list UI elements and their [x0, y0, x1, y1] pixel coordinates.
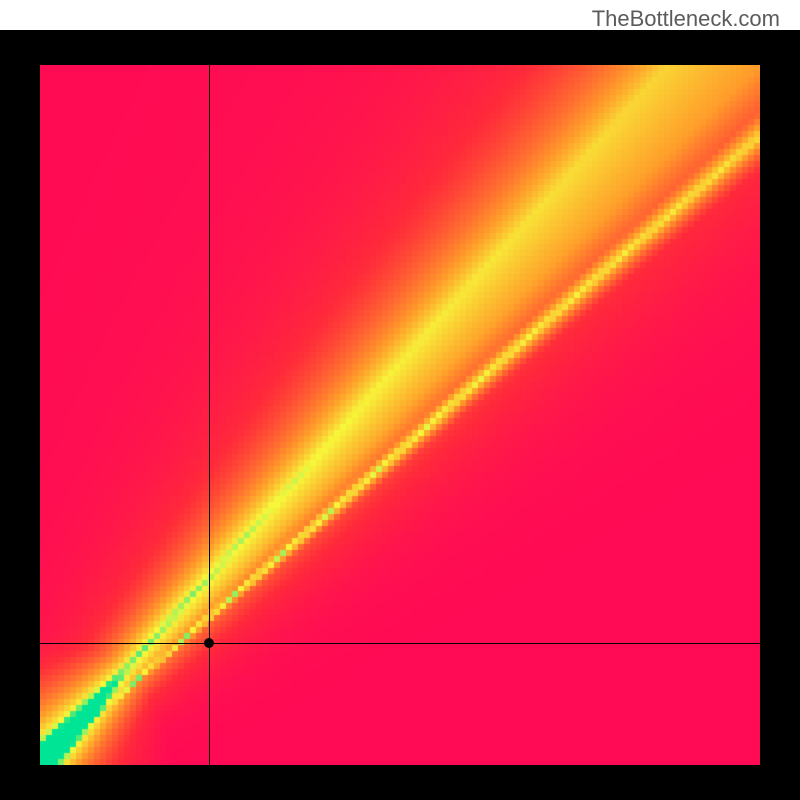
watermark-text: TheBottleneck.com	[592, 6, 780, 32]
heatmap-plot	[40, 65, 760, 765]
heatmap-canvas	[40, 65, 760, 765]
crosshair-horizontal	[40, 643, 760, 644]
figure-frame	[0, 30, 800, 800]
crosshair-vertical	[209, 65, 210, 765]
crosshair-marker	[204, 638, 214, 648]
